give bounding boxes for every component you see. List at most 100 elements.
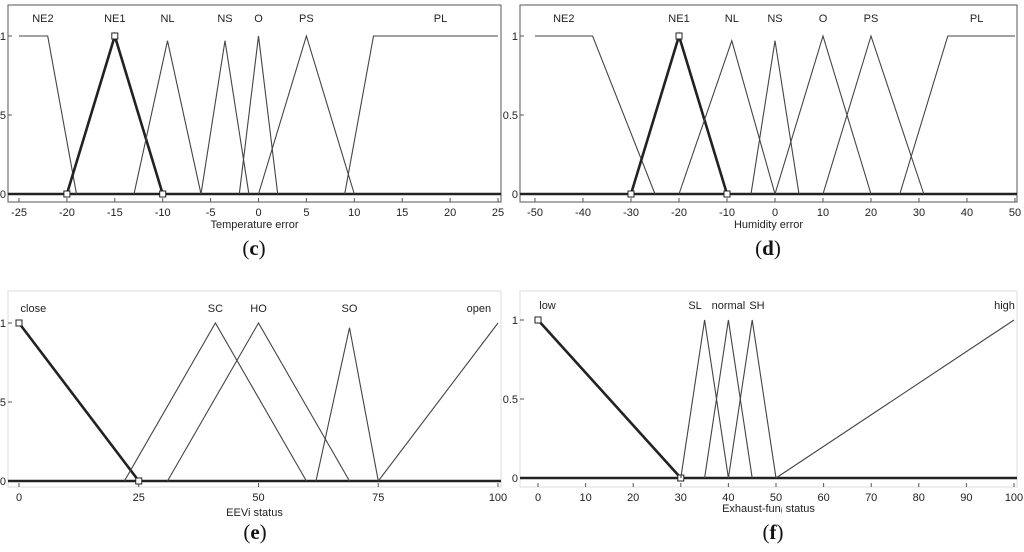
series-line-low <box>537 319 682 479</box>
x-tick-label: 40 <box>722 492 734 504</box>
membership-label: O <box>819 13 828 25</box>
series-line-ho <box>167 321 350 482</box>
x-tick-label: -20 <box>59 207 75 219</box>
y-tick-label: 0 <box>0 189 6 201</box>
x-tick-label: -50 <box>527 207 543 219</box>
x-tick-label: 10 <box>348 207 360 219</box>
x-tick-label: 60 <box>817 492 829 504</box>
x-tick-label: 0 <box>535 492 541 504</box>
x-tick-label: 5 <box>303 207 309 219</box>
x-tick-label: 20 <box>444 207 456 219</box>
caption-f: (f) <box>762 520 784 544</box>
x-tick-label: 20 <box>627 492 639 504</box>
series-vertex-marker <box>675 32 683 40</box>
x-tick-label: 30 <box>675 492 687 504</box>
x-tick-label: 0 <box>772 207 778 219</box>
y-tick-label: 1 <box>512 315 518 327</box>
series-vertex-marker <box>111 32 119 40</box>
membership-label: PL <box>434 13 447 25</box>
y-tick-label: 0 <box>512 189 518 201</box>
series-line-sh <box>727 319 777 479</box>
y-tick-label: 0 <box>0 476 6 488</box>
series-line-o <box>238 35 279 195</box>
membership-label: SL <box>688 300 701 312</box>
y-tick-label: 0.5 <box>0 397 6 409</box>
x-tick-label: 10 <box>817 207 829 219</box>
series-line-open <box>377 322 499 482</box>
membership-label: PS <box>864 13 879 25</box>
x-tick-label: 90 <box>960 492 972 504</box>
y-tick-label: 0.5 <box>503 110 518 122</box>
x-tick-label: -30 <box>623 207 639 219</box>
membership-label: high <box>994 300 1015 312</box>
x-tick-label: 80 <box>913 492 925 504</box>
membership-label: HO <box>250 303 267 315</box>
series-vertex-marker <box>135 477 143 485</box>
membership-label: SH <box>749 300 764 312</box>
series-vertex-marker <box>159 190 167 198</box>
x-tick-label: -40 <box>575 207 591 219</box>
panel-c-chart: 0 0.5 1 -25 -20 -15 -10 -5 0 5 10 15 20 25 Temperature… <box>0 4 504 231</box>
x-tick-label: 50 <box>252 492 264 504</box>
membership-label: low <box>539 300 556 312</box>
plot-frame <box>7 4 502 203</box>
series-line-ps <box>822 34 925 195</box>
x-tick-label: 0 <box>255 207 261 219</box>
membership-label: O <box>254 13 263 25</box>
series-line-ns <box>200 40 250 195</box>
y-tick-label: 0.5 <box>0 110 6 122</box>
y-tick-label: 0.5 <box>503 394 518 406</box>
membership-label: PL <box>970 13 983 25</box>
membership-label: close <box>21 303 47 315</box>
series-line-so <box>315 327 379 482</box>
caption-d: (d) <box>755 236 781 260</box>
caption-c: (c) <box>242 236 266 260</box>
x-axis-label: Temperature error <box>210 219 298 231</box>
membership-label: NL <box>725 13 739 25</box>
y-tick-label: 1 <box>0 31 6 43</box>
series-line-close <box>17 322 140 482</box>
x-tick-label: 70 <box>865 492 877 504</box>
series-line-ps <box>257 34 355 195</box>
x-tick-label: 100 <box>489 492 507 504</box>
membership-label: NE1 <box>668 13 689 25</box>
membership-label: NS <box>767 13 782 25</box>
x-tick-label: 25 <box>492 207 504 219</box>
membership-label: NS <box>217 13 232 25</box>
panel-f-chart: 00.510 10 20 30 40 50 60 70 80 90 100Exhaust-funᵢ … <box>503 290 1023 515</box>
x-tick-label: 50 <box>1009 207 1021 219</box>
series-line-pl <box>344 35 498 195</box>
x-tick-label: 0 <box>16 492 22 504</box>
series-line-o <box>774 34 872 195</box>
x-tick-label: 100 <box>1005 492 1023 504</box>
series-line-ne2 <box>19 35 78 195</box>
x-tick-label: 15 <box>396 207 408 219</box>
caption-e: (e) <box>243 520 267 544</box>
x-tick-label: 75 <box>372 492 384 504</box>
y-tick-label: 1 <box>0 318 6 330</box>
x-axis-label: Humidity error <box>734 219 803 231</box>
series-line-high <box>775 319 1015 479</box>
series-vertex-marker <box>627 190 635 198</box>
x-tick-label: 20 <box>865 207 877 219</box>
x-axis-label: Exhaust-funᵢ status <box>722 503 815 515</box>
x-tick-label: 40 <box>961 207 973 219</box>
x-tick-label: -10 <box>719 207 735 219</box>
series-line-sc <box>123 321 307 482</box>
series-line-pl <box>899 35 1015 195</box>
series-vertex-marker <box>723 190 731 198</box>
panel-e-chart: 0 0.5 1 0 25 50 75 100 EEVi status close SC HO SO ope… <box>0 290 507 519</box>
membership-label: SC <box>208 303 223 315</box>
series-vertex-marker <box>534 316 542 324</box>
x-tick-label: 10 <box>579 492 591 504</box>
x-tick-label: 50 <box>770 492 782 504</box>
series-vertex-marker <box>63 190 71 198</box>
membership-label: open <box>467 303 491 315</box>
membership-label: NE2 <box>32 13 53 25</box>
x-tick-label: -20 <box>671 207 687 219</box>
x-tick-label: -5 <box>206 207 216 219</box>
y-tick-label: 0 <box>512 473 518 485</box>
membership-label: NE2 <box>553 13 574 25</box>
